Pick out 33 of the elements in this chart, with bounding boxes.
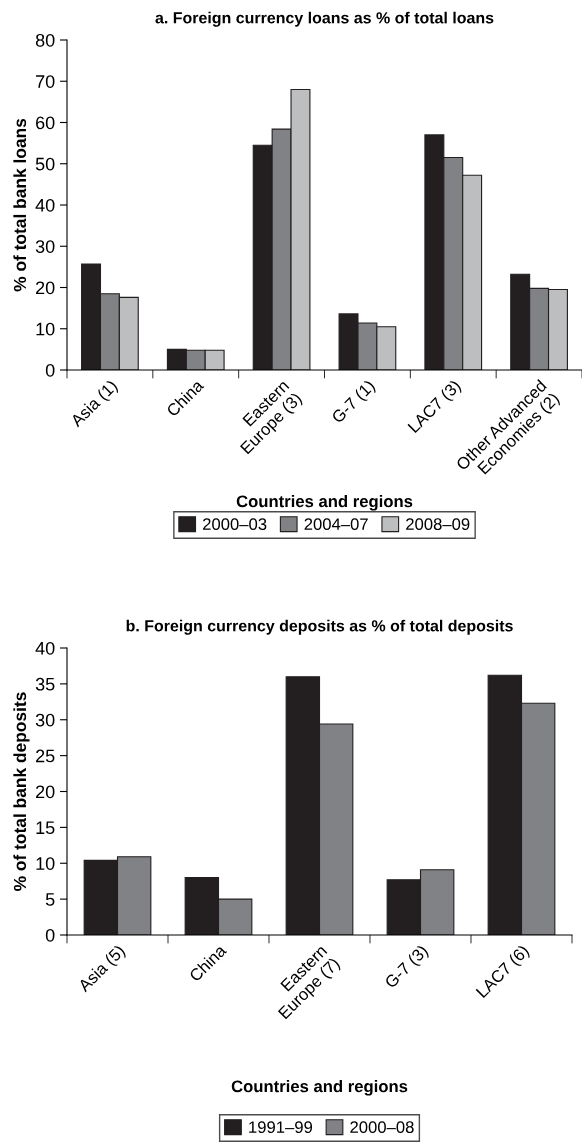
legend-label: 2000–03 [203,518,267,531]
x-tick-label: Asia (5) [76,944,128,995]
y-tick-label: 30 [35,713,55,727]
chart-title: b. Foreign currency deposits as % of total deposits [126,619,513,635]
x-tick-label: G-7 (1) [330,379,378,427]
y-tick-label: 70 [36,75,55,88]
chart-title: a. Foreign currency loans as % of total loans [155,11,494,27]
y-tick-label: 5 [45,893,55,906]
y-tick-label: 10 [36,857,55,870]
y-tick-label: 15 [36,821,55,835]
x-axis-title: Countries and regions [231,1080,408,1096]
y-tick-label: 20 [36,785,55,799]
y-tick-label: 50 [35,157,55,171]
y-axis-title: % of total bank loans [13,118,27,292]
legend-label: 1991–99 [249,1121,313,1134]
legend-label: 2004–07 [304,518,368,531]
x-axis-title: Countries and regions [236,495,413,511]
y-tick-label: 0 [45,363,55,377]
y-tick-label: 0 [45,928,55,942]
x-tick-label: G-7 (3) [383,944,431,992]
y-tick-label: 80 [35,33,55,47]
y-tick-label: 10 [36,322,55,336]
y-tick-label: 30 [35,240,55,253]
x-tick-label: Asia (1) [69,379,121,430]
legend-label: 2008–09 [406,518,470,531]
y-tick-label: 60 [36,116,55,130]
y-tick-label: 35 [35,677,55,691]
y-axis-title: % of total bank deposits [13,692,30,891]
y-tick-label: 40 [35,641,55,655]
y-tick-label: 20 [36,281,55,295]
y-tick-label: 40 [35,198,55,212]
y-tick-label: 25 [36,749,55,763]
legend-label: 2000–08 [350,1121,414,1134]
